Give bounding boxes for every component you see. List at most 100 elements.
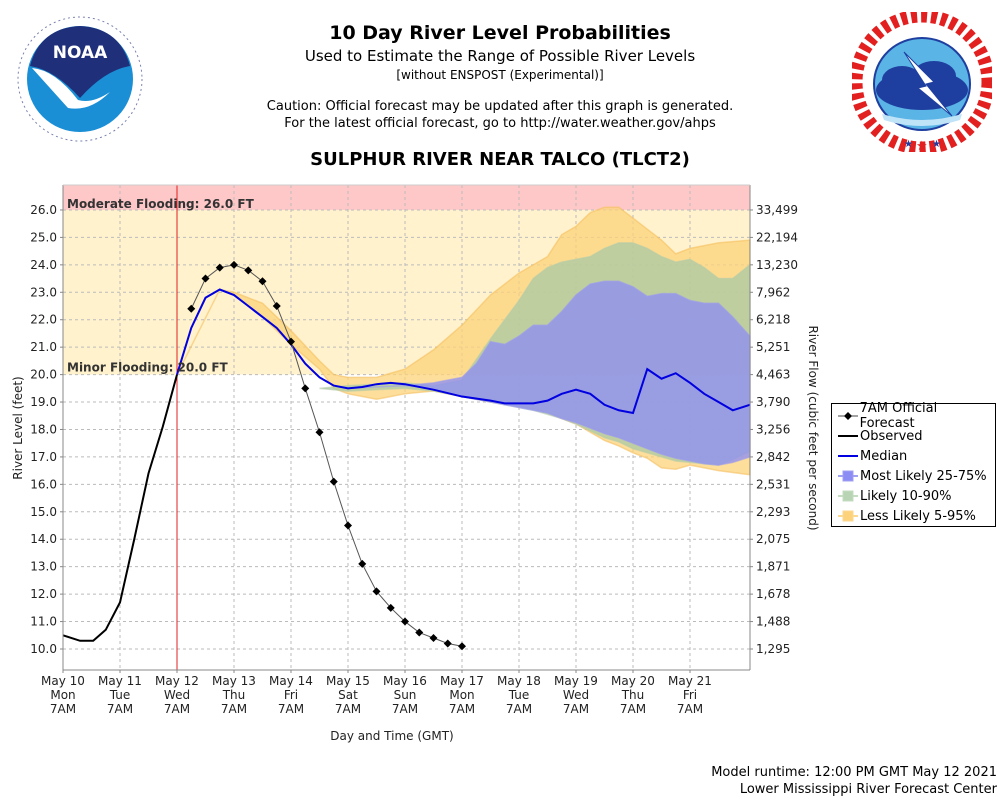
x-tick-label: Mon xyxy=(50,688,75,702)
noaa-logo: NOAA xyxy=(12,11,148,147)
y-tick-label: 19.0 xyxy=(30,395,57,409)
line-swatch-icon xyxy=(838,435,858,437)
y2-tick-label: 1,295 xyxy=(756,642,790,656)
minor-flood-label: Minor Flooding: 20.0 FT xyxy=(67,361,229,375)
svg-text:★: ★ xyxy=(904,139,913,150)
y-tick-label: 25.0 xyxy=(30,230,57,244)
y2-tick-label: 22,194 xyxy=(756,230,798,244)
y2-tick-label: 3,790 xyxy=(756,395,790,409)
nws-logo: ★ ★ ★ xyxy=(852,12,992,152)
x-tick-label: May 14 xyxy=(269,674,313,688)
forecast-point xyxy=(358,559,367,568)
square-swatch-icon xyxy=(838,470,858,482)
moderate-flood-label: Moderate Flooding: 26.0 FT xyxy=(67,197,255,211)
x-tick-label: 7AM xyxy=(677,702,703,716)
y-tick-label: 10.0 xyxy=(30,642,57,656)
forecast-point xyxy=(401,617,409,626)
forecast-point xyxy=(372,587,381,596)
observed-line xyxy=(62,374,178,642)
legend-label: Likely 10-90% xyxy=(860,488,952,504)
legend-item-5-95: Less Likely 5-95% xyxy=(832,506,976,526)
noaa-logo-text: NOAA xyxy=(53,43,108,63)
forecast-point xyxy=(187,304,196,313)
x-axis-title: Day and Time (GMT) xyxy=(330,729,453,743)
median-line xyxy=(176,288,751,415)
y2-tick-label: 13,230 xyxy=(756,258,798,272)
y-tick-label: 20.0 xyxy=(30,368,57,382)
y-tick-label: 24.0 xyxy=(30,258,57,272)
forecast-point xyxy=(344,521,352,530)
legend-label: Most Likely 25-75% xyxy=(860,468,987,484)
x-tick-label: Sun xyxy=(394,688,417,702)
svg-text:★: ★ xyxy=(916,139,928,152)
x-tick-label: 7AM xyxy=(563,702,589,716)
y-tick-label: 22.0 xyxy=(30,313,57,327)
legend-item-observed: Observed xyxy=(832,426,923,446)
line-swatch-icon xyxy=(838,455,858,457)
x-tick-label: Wed xyxy=(164,688,190,702)
chart-subtitle: Used to Estimate the Range of Possible R… xyxy=(304,47,696,65)
x-tick-label: May 21 xyxy=(668,674,712,688)
y2-axis-title: River Flow (cubic feet per second) xyxy=(806,325,820,530)
y2-tick-label: 4,463 xyxy=(756,368,790,382)
y-tick-label: 14.0 xyxy=(30,532,57,546)
station-name: SULPHUR RIVER NEAR TALCO (TLCT2) xyxy=(310,149,690,170)
y2-tick-label: 2,075 xyxy=(756,532,790,546)
forecast-point xyxy=(386,603,395,612)
x-tick-label: May 12 xyxy=(155,674,199,688)
square-swatch-icon xyxy=(838,510,858,522)
y-tick-label: 15.0 xyxy=(30,505,57,519)
y2-tick-label: 2,531 xyxy=(756,477,790,491)
x-tick-label: 7AM xyxy=(164,702,190,716)
forecast-point xyxy=(329,477,338,486)
forecast-point xyxy=(458,642,466,651)
x-tick-label: Fri xyxy=(683,688,697,702)
chart-title: 10 Day River Level Probabilities xyxy=(329,22,671,44)
square-swatch-icon xyxy=(838,490,858,502)
y-tick-label: 16.0 xyxy=(30,477,57,491)
legend-label: Observed xyxy=(860,428,923,444)
x-tick-label: Tue xyxy=(109,688,131,702)
x-tick-label: May 17 xyxy=(440,674,484,688)
legend-label: Less Likely 5-95% xyxy=(860,508,976,524)
forecast-point xyxy=(415,628,424,637)
forecast-point xyxy=(272,302,281,310)
diamond-marker-icon xyxy=(838,412,858,420)
y2-tick-label: 6,218 xyxy=(756,313,790,327)
y-tick-label: 13.0 xyxy=(30,560,57,574)
x-tick-label: 7AM xyxy=(335,702,361,716)
x-tick-label: Mon xyxy=(449,688,474,702)
x-tick-label: May 16 xyxy=(383,674,427,688)
legend-item-median: Median xyxy=(832,446,907,466)
y2-tick-label: 3,256 xyxy=(756,422,790,436)
y2-tick-label: 7,962 xyxy=(756,285,790,299)
chart-subtitle-experimental: [without ENSPOST (Experimental)] xyxy=(396,68,604,82)
y2-tick-label: 2,293 xyxy=(756,505,790,519)
forecast-point xyxy=(215,263,224,272)
x-tick-label: May 19 xyxy=(554,674,598,688)
caution-link-text: For the latest official forecast, go to … xyxy=(284,116,716,131)
x-tick-label: May 15 xyxy=(326,674,370,688)
forecast-point xyxy=(287,337,295,346)
x-tick-label: 7AM xyxy=(278,702,304,716)
svg-text:★: ★ xyxy=(932,139,941,150)
x-tick-label: 7AM xyxy=(50,702,76,716)
forecast-point xyxy=(301,384,310,393)
legend-item-25-75: Most Likely 25-75% xyxy=(832,466,987,486)
forecast-point xyxy=(201,274,210,283)
x-tick-label: Fri xyxy=(284,688,298,702)
forecast-center: Lower Mississippi River Forecast Center xyxy=(739,782,997,797)
x-tick-label: Thu xyxy=(621,688,645,702)
x-tick-label: 7AM xyxy=(107,702,133,716)
x-tick-label: 7AM xyxy=(221,702,247,716)
y2-tick-label: 1,488 xyxy=(756,615,790,629)
y2-tick-label: 5,251 xyxy=(756,340,790,354)
x-tick-label: May 18 xyxy=(497,674,541,688)
x-tick-label: 7AM xyxy=(620,702,646,716)
legend-label: Median xyxy=(860,448,908,464)
river-level-chart: Moderate Flooding: 26.0 FT Minor Flooding… xyxy=(11,184,820,743)
y-tick-label: 17.0 xyxy=(30,450,57,464)
x-tick-label: Sat xyxy=(338,688,358,702)
x-tick-label: Wed xyxy=(563,688,589,702)
forecast-point xyxy=(429,634,438,643)
